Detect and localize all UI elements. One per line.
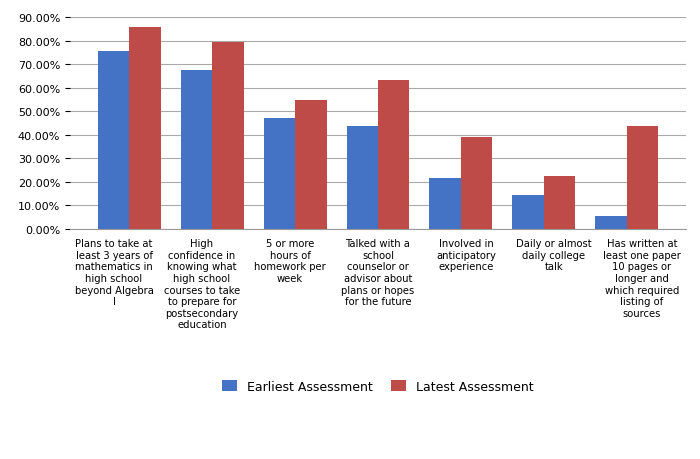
Bar [461,138,492,230]
Bar [512,196,544,230]
Text: Plans to take at
least 3 years of
mathematics in
high school
beyond Algebra
I: Plans to take at least 3 years of mathem… [75,239,153,307]
Bar [212,43,244,230]
Bar [264,119,295,230]
Bar [626,126,658,230]
Bar [378,80,409,230]
Bar [181,71,212,230]
Text: Talked with a
school
counselor or
advisor about
plans or hopes
for the future: Talked with a school counselor or adviso… [342,239,414,307]
Text: 5 or more
hours of
homework per
week: 5 or more hours of homework per week [254,239,326,283]
Text: Has written at
least one paper
10 pages or
longer and
which required
listing of
: Has written at least one paper 10 pages … [603,239,681,318]
Bar [346,126,378,230]
Bar [130,28,161,230]
Bar [295,101,327,230]
Text: Involved in
anticipatory
experience: Involved in anticipatory experience [436,239,496,272]
Bar [595,217,626,230]
Bar [544,177,575,230]
Text: Daily or almost
daily college
talk: Daily or almost daily college talk [516,239,592,272]
Legend: Earliest Assessment, Latest Assessment: Earliest Assessment, Latest Assessment [218,376,538,397]
Bar [429,179,461,230]
Text: High
confidence in
knowing what
high school
courses to take
to prepare for
posts: High confidence in knowing what high sch… [164,239,240,330]
Bar [98,52,130,230]
